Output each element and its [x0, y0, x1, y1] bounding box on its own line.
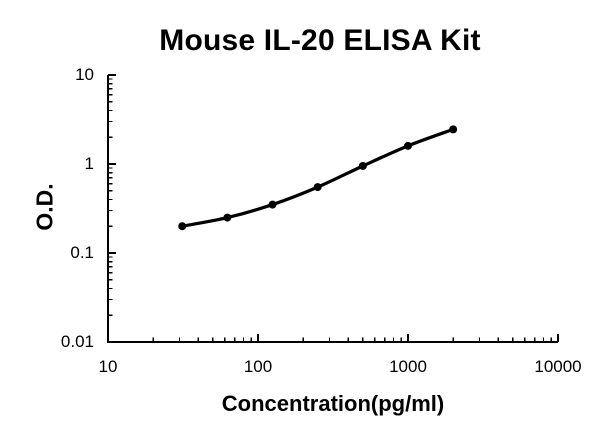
y-axis-tick-label: 0.1	[70, 243, 94, 262]
data-point-marker	[178, 222, 187, 231]
data-point-marker	[268, 200, 277, 209]
data-point-marker	[358, 161, 367, 170]
data-point-marker	[404, 141, 412, 150]
y-axis-tick-label: 0.01	[60, 332, 94, 351]
y-axis-label: O.D.	[31, 183, 58, 231]
data-point-marker	[223, 213, 232, 222]
x-axis-label: Concentration(pg/ml)	[221, 391, 445, 416]
data-point-marker	[449, 125, 458, 134]
x-axis-tick-label: 1000	[389, 357, 427, 376]
standard-curve-line	[180, 127, 455, 228]
x-axis-tick-label: 10000	[534, 357, 582, 376]
data-point-marker	[313, 183, 322, 192]
y-axis-tick-label: 1	[84, 154, 94, 173]
axis-spines	[107, 75, 558, 343]
x-axis-tick-label: 100	[243, 357, 273, 376]
x-axis-tick-label: 10	[98, 357, 118, 376]
chart-title: Mouse IL-20 ELISA Kit	[159, 24, 481, 57]
y-axis-tick-label: 10	[75, 65, 94, 84]
